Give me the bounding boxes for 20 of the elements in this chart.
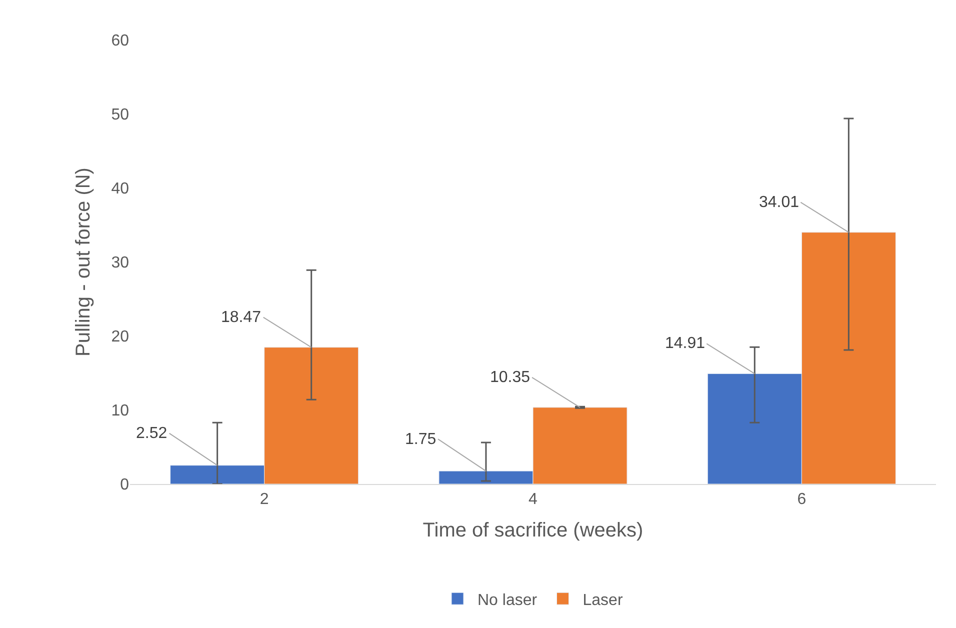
y-tick-label: 0	[120, 476, 130, 494]
y-tick-label: 10	[111, 402, 130, 420]
x-axis-title: Time of sacrifice (weeks)	[422, 520, 644, 542]
data-label: 14.91	[665, 335, 706, 352]
data-label: 2.52	[136, 425, 168, 442]
data-label: 18.47	[221, 309, 262, 326]
data-label: 10.35	[490, 369, 530, 386]
data-label: 34.01	[759, 194, 800, 211]
x-tick-label: 2	[260, 491, 269, 508]
y-tick-label: 40	[111, 180, 130, 198]
legend-label: No laser	[478, 592, 538, 609]
legend-label: Laser	[582, 592, 624, 609]
data-label: 1.75	[405, 431, 436, 448]
y-tick-label: 30	[111, 254, 130, 272]
x-tick-label: 6	[797, 491, 806, 508]
y-tick-label: 50	[111, 106, 130, 124]
y-axis-title: Pulling - out force (N)	[72, 168, 95, 356]
y-tick-label: 60	[111, 32, 130, 50]
x-tick-label: 4	[528, 491, 538, 508]
y-tick-label: 20	[111, 328, 130, 346]
